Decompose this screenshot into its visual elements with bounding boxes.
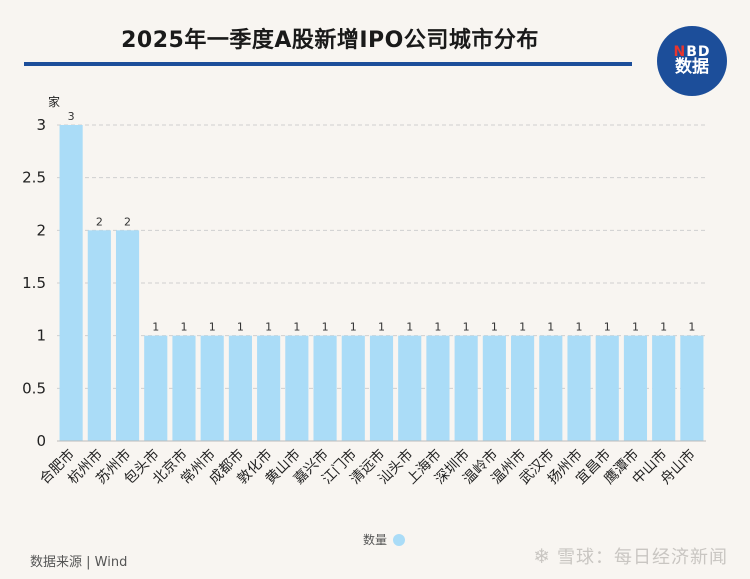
legend: 数量 [363, 531, 406, 548]
legend-label: 数量 [363, 533, 388, 547]
bar-value-label: 1 [322, 321, 329, 334]
bar-value-label: 1 [604, 321, 611, 334]
legend-swatch [393, 533, 406, 546]
bar [482, 335, 506, 441]
bar [285, 335, 309, 441]
title-rule [24, 62, 632, 66]
y-tick-label: 0.5 [22, 379, 46, 397]
bar [341, 335, 365, 441]
data-labels: 3 2 2 1 1 1 1 1 1 1 1 1 1 1 1 1 1 1 1 1 1 1 1 [68, 110, 696, 334]
bar [595, 335, 619, 441]
bar [200, 335, 224, 441]
bar-value-label: 1 [293, 321, 300, 334]
logo-text-top: NBD [673, 43, 711, 60]
bar [454, 335, 478, 441]
bar [539, 335, 563, 441]
bar [623, 335, 648, 441]
source-note: 数据来源 | Wind [30, 555, 128, 570]
y-tick-label: 2 [36, 221, 46, 239]
bars [59, 125, 704, 441]
bar [87, 230, 111, 441]
bar [144, 335, 168, 441]
y-tick-label: 1.5 [22, 274, 46, 292]
y-axis-unit: 家 [48, 95, 61, 109]
bar [511, 335, 535, 441]
bar-value-label: 1 [660, 321, 667, 334]
y-axis-ticks: 0 0.5 1 1.5 2 2.5 3 [22, 116, 46, 450]
chart-title: 2025年一季度A股新增IPO公司城市分布 [121, 28, 539, 53]
bar-value-label: 1 [519, 321, 526, 334]
bar [313, 335, 337, 441]
bar-value-label: 1 [265, 321, 272, 334]
bar [680, 335, 704, 441]
logo-text-bottom: 数据 [675, 57, 709, 78]
bar [652, 335, 676, 441]
bar [369, 335, 394, 441]
bar-value-label: 1 [434, 321, 441, 334]
bar-value-label: 1 [688, 321, 695, 334]
bar [172, 335, 196, 441]
x-axis-ticks: 合肥市杭州市苏州市包头市北京市常州市成都市敦化市黄山市嘉兴市江门市清远市汕头市上… [36, 446, 699, 488]
bar-value-label: 3 [68, 110, 75, 123]
bar-value-label: 1 [209, 321, 216, 334]
bar-value-label: 1 [350, 321, 357, 334]
y-tick-label: 3 [36, 116, 46, 134]
bar-value-label: 1 [632, 321, 639, 334]
bar-value-label: 1 [576, 321, 583, 334]
bar-value-label: 1 [180, 321, 187, 334]
footer-brand: ❄ 雪球：每日经济新闻 [533, 543, 728, 569]
bar [398, 335, 422, 441]
bar-value-label: 1 [406, 321, 413, 334]
bar-value-label: 1 [463, 321, 470, 334]
bar [257, 335, 281, 441]
bar [115, 230, 140, 441]
bar-value-label: 1 [237, 321, 244, 334]
nbd-logo: NBD 数据 [657, 26, 727, 96]
bar-value-label: 1 [152, 321, 159, 334]
bar [567, 335, 591, 441]
bar [59, 125, 83, 441]
bar-value-label: 2 [96, 215, 103, 228]
bar [426, 335, 450, 441]
bar [228, 335, 252, 441]
footer-brand-text: 雪球：每日经济新闻 [557, 547, 728, 568]
bar-value-label: 1 [491, 321, 498, 334]
bar-value-label: 2 [124, 215, 131, 228]
snowball-icon: ❄ [533, 544, 551, 568]
y-tick-label: 1 [36, 327, 46, 345]
y-tick-label: 0 [36, 432, 46, 450]
bar-value-label: 1 [547, 321, 554, 334]
bar-value-label: 1 [378, 321, 385, 334]
y-tick-label: 2.5 [22, 169, 46, 187]
